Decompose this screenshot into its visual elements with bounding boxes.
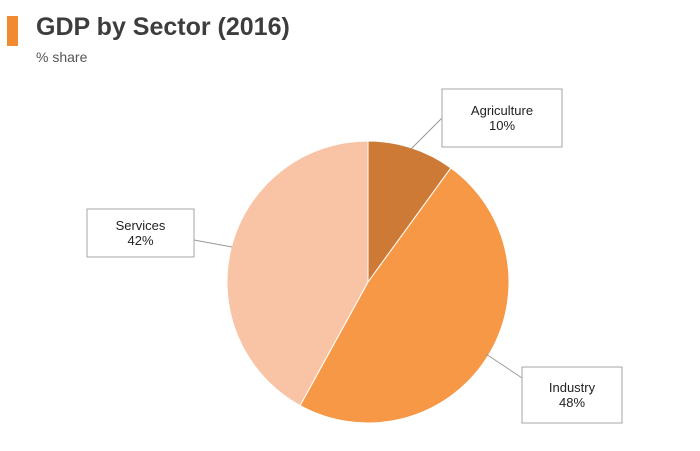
slice-value-agriculture: 10% [489, 118, 515, 133]
callout-box-agriculture [441, 88, 563, 148]
slice-value-industry: 48% [559, 395, 585, 410]
callout-leader-services [193, 239, 233, 248]
chart-subtitle: % share [36, 49, 88, 65]
slice-label-agriculture: Agriculture [471, 103, 533, 118]
callout-box-industry [521, 366, 623, 424]
slice-label-services: Services [116, 218, 166, 233]
pie-slice-industry [299, 167, 510, 424]
slice-value-services: 42% [127, 233, 153, 248]
title-accent-bar [7, 16, 18, 46]
callout-leader-agriculture [410, 117, 443, 150]
callout-box-services [86, 208, 195, 258]
callout-leader-industry [485, 353, 523, 379]
slice-label-industry: Industry [549, 380, 596, 395]
chart-title: GDP by Sector (2016) [36, 13, 290, 41]
